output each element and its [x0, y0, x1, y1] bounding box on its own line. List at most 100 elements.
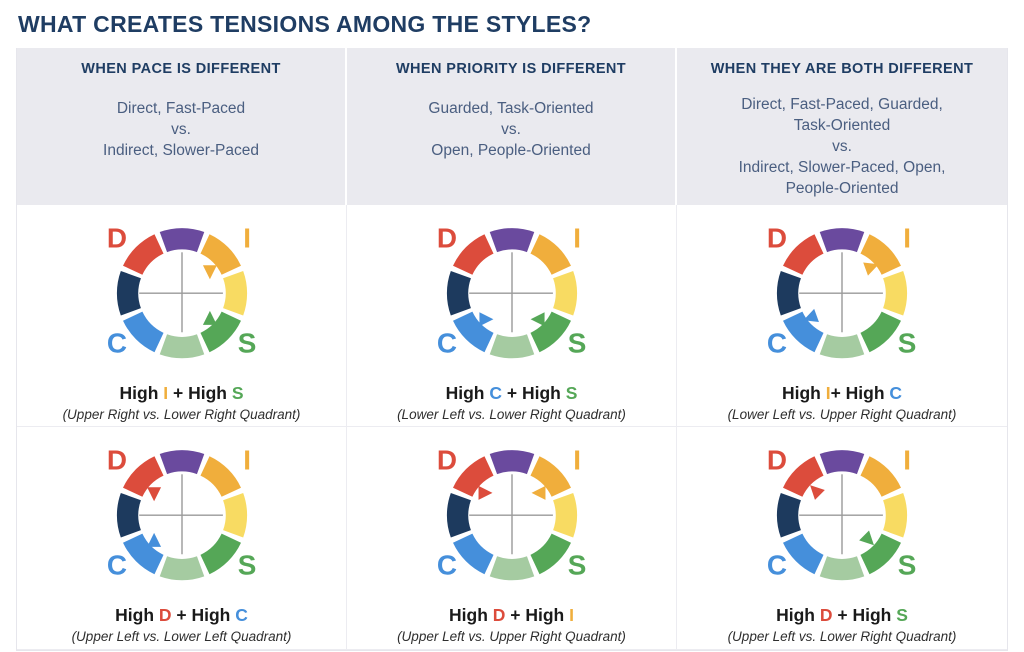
disc-label-I: I: [243, 223, 251, 254]
header-subline: Open, People-Oriented: [431, 141, 591, 159]
disc-wheel: D I C S: [677, 213, 1007, 379]
caption-part: + High: [832, 605, 897, 625]
wheel-segment-bottom: [159, 556, 204, 581]
wheel-segment-upper-right: [860, 456, 902, 497]
header-subline: Direct, Fast-Paced, Guarded,: [741, 96, 943, 113]
caption-part: S: [565, 383, 578, 403]
wheel-segment-upper-right: [199, 234, 241, 275]
disc-label-C: C: [767, 550, 787, 581]
disc-wheel: D I C S: [347, 435, 676, 601]
tension-cell-i-s: D I C S High I + High S (Upper Right vs. Lo…: [17, 205, 347, 427]
caption-part: + High: [168, 383, 232, 403]
caption-part: S: [896, 605, 908, 625]
page-title: WHAT CREATES TENSIONS AMONG THE STYLES?: [18, 11, 592, 37]
disc-label-I: I: [573, 223, 581, 254]
disc-wheel-svg: D I C S: [436, 445, 586, 581]
disc-label-C: C: [106, 550, 126, 581]
wheel-segment-upper-right: [199, 456, 241, 497]
tension-arrow-icon: [146, 487, 161, 502]
disc-wheel: D I C S: [17, 213, 346, 379]
disc-wheel-svg: D I C S: [106, 445, 256, 581]
header-subline: Guarded, Task-Oriented: [428, 100, 594, 117]
wheel-segment-right: [883, 270, 908, 316]
disc-label-S: S: [237, 328, 256, 359]
tension-arrow-icon: [530, 312, 545, 327]
caption-part: C: [235, 605, 248, 625]
disc-wheel-svg: D I C S: [106, 223, 256, 359]
wheel-segment-lower-right: [529, 311, 571, 353]
wheel-segment-right: [222, 492, 247, 538]
tension-subcaption: (Upper Right vs. Lower Right Quadrant): [62, 407, 301, 422]
caption-part: I: [569, 605, 574, 625]
header-subline: vs.: [832, 137, 852, 155]
wheel-segment-top: [159, 228, 204, 253]
disc-label-S: S: [898, 328, 917, 359]
caption-part: D: [492, 605, 506, 625]
tension-arrow-icon: [803, 308, 819, 323]
caption-part: + High: [830, 383, 890, 403]
caption-part: High: [445, 383, 490, 403]
disc-label-D: D: [767, 445, 787, 476]
disc-label-S: S: [898, 550, 917, 581]
tension-arrow-icon: [478, 312, 493, 327]
disc-label-S: S: [567, 328, 586, 359]
header-subline: People-Oriented: [785, 179, 899, 197]
caption-part: High: [781, 383, 826, 403]
disc-label-C: C: [436, 550, 456, 581]
tension-arrow-icon: [478, 485, 492, 500]
disc-label-C: C: [106, 328, 126, 359]
wheel-segment-upper-left: [782, 234, 824, 275]
caption-part: + High: [502, 383, 566, 403]
disc-label-S: S: [567, 550, 586, 581]
disc-wheel: D I C S: [677, 435, 1007, 601]
disc-label-C: C: [436, 328, 456, 359]
header-sub: Direct, Fast-Paced, Guarded, Task-Oriente…: [677, 95, 1007, 200]
wheel-segment-upper-left: [452, 234, 494, 275]
wheel-segment-right: [552, 492, 577, 538]
tension-caption: High C + High S: [347, 383, 676, 404]
wheel-segment-upper-right: [529, 234, 571, 275]
wheel-segment-upper-right: [860, 234, 902, 275]
header-cell-priority: WHEN PRIORITY IS DIFFERENT Guarded, Task…: [347, 48, 677, 205]
tension-arrow-icon: [863, 262, 879, 276]
disc-wheel: D I C S: [347, 213, 676, 379]
tension-cell-d-c: D I C S High D + High C (Upper Left vs. Low…: [17, 427, 347, 650]
wheel-segment-right: [552, 270, 577, 316]
header-cell-pace: WHEN PACE IS DIFFERENT Direct, Fast-Pace…: [17, 48, 347, 205]
tension-subcaption: (Upper Left vs. Upper Right Quadrant): [397, 629, 626, 644]
disc-label-D: D: [106, 223, 126, 254]
wheel-segment-right: [883, 492, 908, 538]
header-sub: Direct, Fast-Paced vs. Indirect, Slower-Pa…: [17, 99, 345, 162]
header-subline: Task-Oriented: [793, 116, 891, 134]
caption-part: D: [158, 605, 172, 625]
wheel-segment-upper-right: [529, 456, 571, 497]
disc-label-I: I: [573, 445, 581, 476]
tension-cell-d-s: D I C S High D + High S (Upper Left vs. Low…: [677, 427, 1007, 650]
disc-label-I: I: [903, 445, 911, 476]
wheel-segment-top: [489, 228, 534, 253]
caption-part: I: [825, 383, 831, 403]
wheel-segment-left: [116, 270, 141, 316]
header-cell-both: WHEN THEY ARE BOTH DIFFERENT Direct, Fas…: [677, 48, 1007, 205]
wheel-segment-upper-left: [122, 234, 164, 275]
header-title: WHEN PACE IS DIFFERENT: [81, 61, 281, 77]
header-subline: Indirect, Slower-Paced, Open,: [738, 158, 946, 176]
caption-part: + High: [505, 605, 570, 625]
tension-subcaption: (Upper Left vs. Lower Left Quadrant): [71, 629, 292, 644]
header-subline: vs.: [501, 120, 521, 138]
caption-part: D: [819, 605, 833, 625]
disc-label-I: I: [243, 445, 251, 476]
wheel-segment-bottom: [819, 556, 865, 581]
wheel-segment-left: [446, 270, 471, 316]
tension-subcaption: (Lower Left vs. Lower Right Quadrant): [397, 407, 626, 422]
disc-label-I: I: [903, 223, 911, 254]
wheel-segment-upper-left: [782, 456, 824, 497]
tension-caption: High D + High I: [347, 605, 676, 626]
wheel-segment-left: [446, 492, 471, 538]
caption-part: High: [115, 605, 159, 625]
tension-caption: High D + High S: [677, 605, 1007, 626]
wheel-segment-bottom: [489, 556, 534, 581]
tension-arrow-icon: [146, 532, 161, 547]
wheel-segment-lower-left: [452, 311, 494, 353]
